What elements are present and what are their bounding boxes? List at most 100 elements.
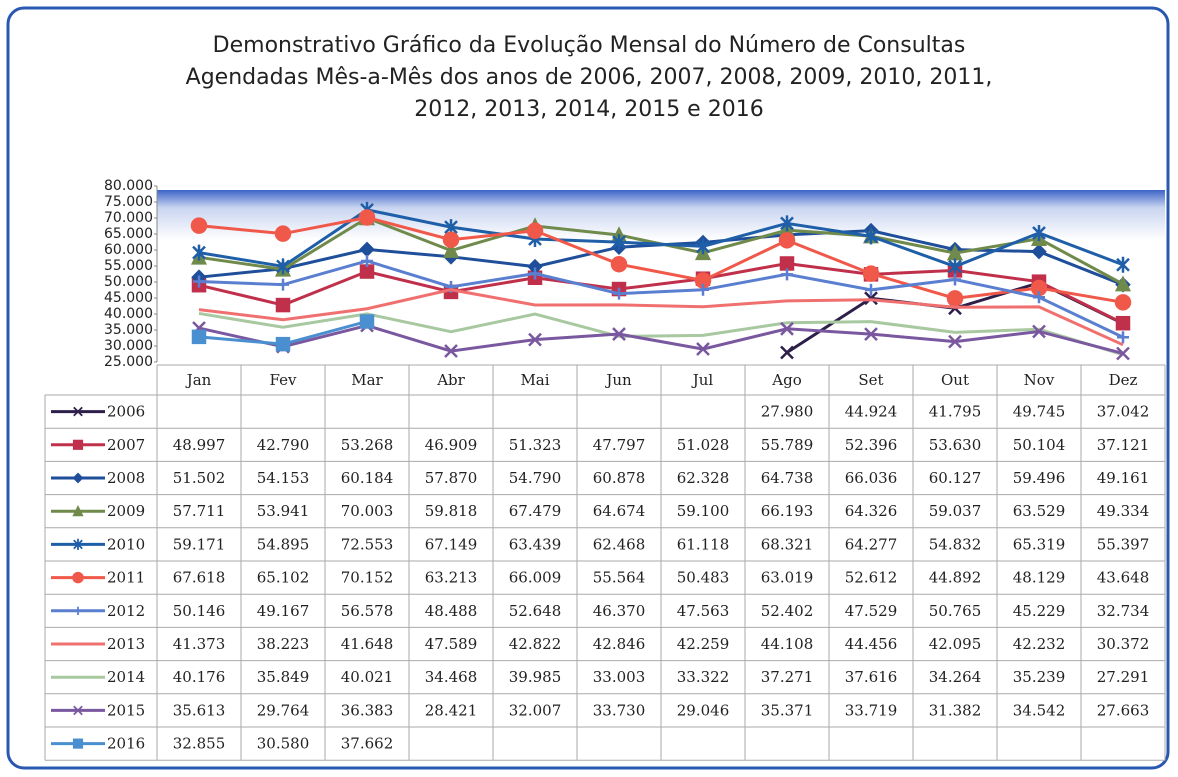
marker bbox=[191, 329, 207, 345]
data-label: 54.790 bbox=[509, 469, 562, 487]
data-label: 49.334 bbox=[1097, 502, 1150, 520]
series-line bbox=[198, 259, 1124, 339]
data-label: 54.153 bbox=[257, 469, 310, 487]
data-label: 67.618 bbox=[173, 569, 226, 587]
x-tick-label: Jan bbox=[185, 371, 212, 389]
marker bbox=[610, 255, 628, 273]
data-label: 42.846 bbox=[593, 635, 646, 653]
marker bbox=[946, 290, 964, 307]
data-label: 54.895 bbox=[257, 535, 310, 553]
y-tick-label: 55.000 bbox=[104, 258, 153, 274]
marker bbox=[1114, 294, 1132, 311]
marker bbox=[1033, 291, 1045, 304]
data-label: 61.118 bbox=[677, 535, 730, 553]
data-label: 27.291 bbox=[1097, 668, 1150, 686]
data-label: 40.176 bbox=[173, 668, 226, 686]
data-label: 59.171 bbox=[173, 535, 226, 553]
marker bbox=[612, 234, 626, 251]
legend-marker bbox=[72, 505, 84, 517]
marker bbox=[529, 267, 541, 280]
legend-label: 2015 bbox=[107, 701, 145, 719]
data-label: 35.849 bbox=[257, 668, 310, 686]
legend-label: 2011 bbox=[107, 569, 145, 587]
data-label: 44.108 bbox=[761, 635, 814, 653]
data-label: 48.129 bbox=[1013, 569, 1066, 587]
data-label: 47.797 bbox=[593, 436, 646, 454]
data-label: 32.855 bbox=[173, 735, 226, 753]
marker bbox=[862, 265, 880, 282]
data-label: 65.102 bbox=[257, 569, 310, 587]
plot-wall bbox=[157, 190, 1165, 240]
legend-marker bbox=[72, 571, 84, 584]
y-tick-label: 70.000 bbox=[104, 210, 153, 226]
y-tick-label: 40.000 bbox=[104, 306, 153, 322]
data-label: 42.822 bbox=[509, 635, 562, 653]
data-label: 55.564 bbox=[593, 569, 646, 587]
legend-marker bbox=[72, 439, 84, 450]
marker bbox=[948, 258, 962, 275]
data-label: 42.232 bbox=[1013, 635, 1066, 653]
x-tick-label: Dez bbox=[1109, 371, 1138, 389]
marker bbox=[193, 275, 205, 288]
data-label: 38.223 bbox=[257, 635, 310, 653]
data-label: 70.152 bbox=[341, 569, 394, 587]
legend-marker bbox=[72, 472, 84, 484]
data-label: 44.924 bbox=[845, 403, 898, 421]
marker bbox=[1031, 243, 1047, 260]
marker bbox=[864, 327, 878, 341]
data-label: 35.239 bbox=[1013, 668, 1066, 686]
x-tick-label: Jul bbox=[691, 371, 714, 389]
data-label: 44.892 bbox=[929, 569, 982, 587]
data-label: 52.396 bbox=[845, 436, 898, 454]
marker bbox=[526, 222, 544, 240]
data-label: 33.730 bbox=[593, 701, 646, 719]
data-label: 39.985 bbox=[509, 668, 562, 686]
data-label: 57.870 bbox=[425, 469, 478, 487]
marker bbox=[696, 342, 710, 356]
data-label: 42.259 bbox=[677, 635, 730, 653]
marker bbox=[277, 278, 289, 291]
data-label: 41.373 bbox=[173, 635, 226, 653]
data-label: 66.036 bbox=[845, 469, 898, 487]
data-label: 49.161 bbox=[1097, 469, 1150, 487]
data-label: 72.553 bbox=[341, 535, 394, 553]
data-label: 65.319 bbox=[1013, 535, 1066, 553]
y-tick-label: 50.000 bbox=[104, 274, 153, 290]
data-label: 66.193 bbox=[761, 502, 814, 520]
data-label: 45.229 bbox=[1013, 602, 1066, 620]
series-line bbox=[198, 215, 1124, 304]
legend-marker bbox=[72, 738, 84, 749]
y-tick-label: 80.000 bbox=[104, 178, 153, 194]
marker bbox=[276, 258, 290, 275]
x-tick-label: Set bbox=[858, 371, 883, 389]
y-tick-label: 25.000 bbox=[104, 354, 153, 370]
marker bbox=[190, 217, 208, 234]
data-label: 33.003 bbox=[593, 668, 646, 686]
data-label: 63.439 bbox=[509, 535, 562, 553]
marker bbox=[1117, 331, 1129, 344]
data-label: 55.789 bbox=[761, 436, 814, 454]
data-label: 53.268 bbox=[341, 436, 394, 454]
data-label: 42.095 bbox=[929, 635, 982, 653]
data-label: 32.734 bbox=[1097, 602, 1150, 620]
data-label: 67.479 bbox=[509, 502, 562, 520]
data-label: 46.909 bbox=[425, 436, 478, 454]
data-label: 35.613 bbox=[173, 701, 226, 719]
legend-label: 2012 bbox=[107, 602, 145, 620]
data-label: 63.213 bbox=[425, 569, 478, 587]
x-tick-label: Abr bbox=[436, 371, 465, 389]
data-label: 34.264 bbox=[929, 668, 982, 686]
marker bbox=[358, 209, 376, 226]
marker bbox=[778, 232, 796, 249]
data-label: 53.941 bbox=[257, 502, 310, 520]
data-label: 51.323 bbox=[509, 436, 562, 454]
data-label: 57.711 bbox=[173, 502, 226, 520]
marker bbox=[1032, 324, 1046, 339]
marker bbox=[359, 314, 375, 329]
data-label: 35.371 bbox=[761, 701, 814, 719]
data-label: 60.127 bbox=[929, 469, 982, 487]
marker bbox=[865, 283, 877, 296]
y-tick-label: 35.000 bbox=[104, 322, 153, 338]
data-label: 62.468 bbox=[593, 535, 646, 553]
